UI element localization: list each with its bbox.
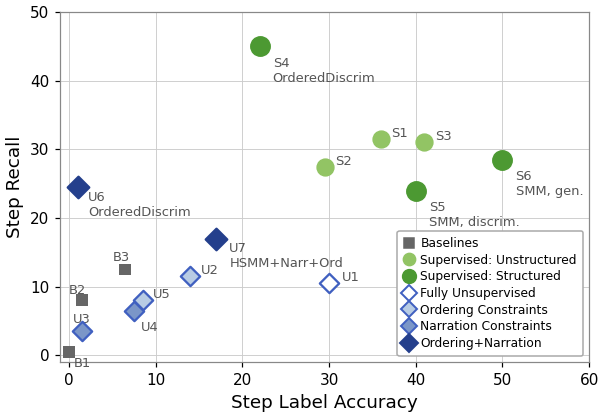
Text: S6
SMM, gen.: S6 SMM, gen. — [515, 170, 583, 198]
Text: U1: U1 — [342, 271, 360, 284]
Y-axis label: Step Recall: Step Recall — [6, 136, 24, 238]
Text: U2: U2 — [201, 264, 218, 277]
Point — [498, 156, 508, 163]
Point — [77, 328, 87, 334]
Point — [420, 139, 430, 146]
Point — [411, 187, 420, 194]
Point — [376, 136, 386, 143]
Text: S2: S2 — [335, 155, 352, 168]
Legend: Baselines, Supervised: Unstructured, Supervised: Structured, Fully Unsupervised,: Baselines, Supervised: Unstructured, Sup… — [397, 231, 583, 356]
Point — [186, 273, 195, 280]
Text: U7
HSMM+Narr+Ord: U7 HSMM+Narr+Ord — [229, 242, 343, 270]
Point — [138, 297, 148, 303]
Text: S1: S1 — [391, 127, 408, 140]
Text: B1: B1 — [74, 357, 91, 370]
Point — [64, 349, 74, 355]
Text: B3: B3 — [113, 251, 129, 264]
Point — [324, 280, 334, 286]
Point — [120, 266, 130, 273]
Point — [129, 307, 139, 314]
Point — [255, 43, 264, 50]
Text: S3: S3 — [435, 130, 451, 143]
Text: U6
OrderedDiscrim: U6 OrderedDiscrim — [88, 191, 191, 219]
Text: U5: U5 — [153, 288, 171, 301]
X-axis label: Step Label Accuracy: Step Label Accuracy — [231, 394, 418, 412]
Text: U4: U4 — [141, 321, 159, 334]
Text: B2: B2 — [69, 284, 86, 297]
Point — [212, 235, 221, 242]
Text: S5
SMM, discrim.: S5 SMM, discrim. — [429, 201, 520, 229]
Point — [73, 184, 82, 191]
Text: U3: U3 — [73, 313, 91, 326]
Point — [320, 163, 330, 170]
Text: S4
OrderedDiscrim: S4 OrderedDiscrim — [273, 57, 376, 85]
Point — [77, 297, 87, 303]
